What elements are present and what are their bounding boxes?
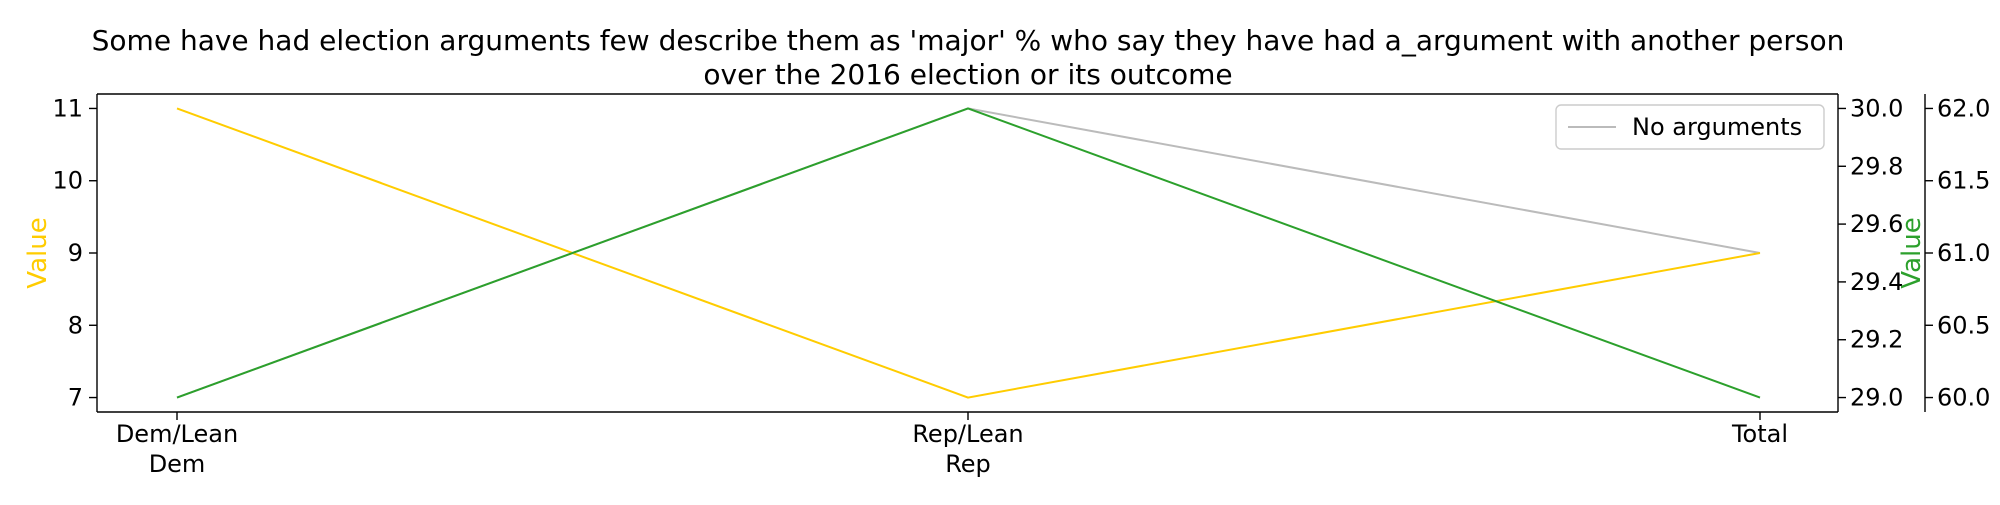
series-line-2 bbox=[176, 107, 1761, 399]
second-right-y-tick-label: 60.5 bbox=[1937, 311, 1990, 339]
x-tick-label: Dem/Lean bbox=[116, 420, 238, 448]
second-right-y-tick-label: 60.0 bbox=[1937, 384, 1990, 412]
chart-title-line-2: over the 2016 election or its outcome bbox=[703, 58, 1232, 91]
second-right-y-tick-label: 62.0 bbox=[1937, 94, 1990, 122]
x-tick-label: Rep bbox=[945, 450, 991, 478]
right-y-tick-label: 30.0 bbox=[1850, 94, 1903, 122]
right-y-tick-label: 29.6 bbox=[1850, 210, 1903, 238]
left-y-tick-label: 10 bbox=[52, 167, 83, 195]
right-y-tick-label: 29.4 bbox=[1850, 268, 1903, 296]
left-y-tick-label: 8 bbox=[68, 311, 83, 339]
left-y-tick-label: 7 bbox=[68, 384, 83, 412]
second-right-y-tick-label: 61.5 bbox=[1937, 167, 1990, 195]
x-tick-label: Total bbox=[1731, 420, 1788, 448]
second-right-y-tick-label: 61.0 bbox=[1937, 239, 1990, 267]
chart-title-line-1: Some have had election arguments few des… bbox=[92, 24, 1845, 57]
x-tick-label: Dem bbox=[149, 450, 206, 478]
left-y-tick-label: 9 bbox=[68, 239, 83, 267]
right-y-tick-label: 29.8 bbox=[1850, 152, 1903, 180]
series-line-3 bbox=[176, 107, 1761, 399]
series-line-1 bbox=[176, 107, 1761, 399]
legend-label-no-arguments: No arguments bbox=[1632, 113, 1802, 141]
legend-box bbox=[1555, 104, 1825, 150]
right-y-tick-label: 29.2 bbox=[1850, 326, 1903, 354]
right-y-axis-label: Value bbox=[1897, 217, 1927, 288]
x-tick-label: Rep/Lean bbox=[912, 420, 1023, 448]
left-y-tick-label: 11 bbox=[52, 94, 83, 122]
left-y-axis-label: Value bbox=[23, 217, 53, 288]
right-y-tick-label: 29.0 bbox=[1850, 384, 1903, 412]
